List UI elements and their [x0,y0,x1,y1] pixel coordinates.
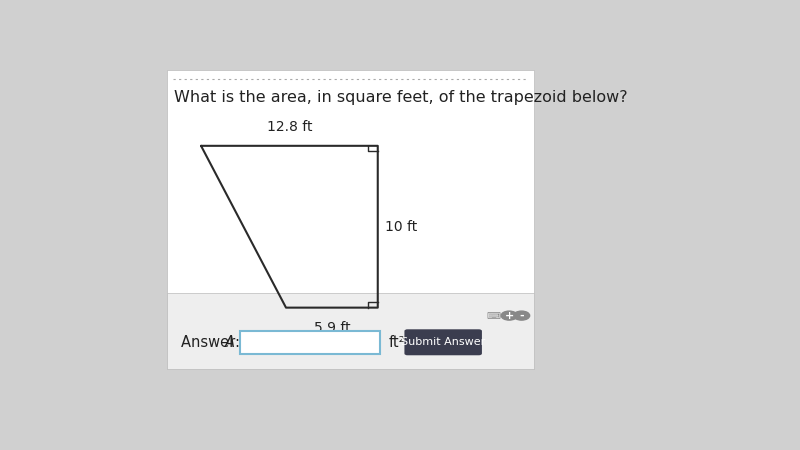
Circle shape [501,311,518,320]
FancyBboxPatch shape [405,329,482,356]
Text: -: - [519,310,524,320]
Text: Answer:: Answer: [181,335,244,350]
Text: +: + [505,310,514,320]
Text: 5.9 ft: 5.9 ft [314,321,350,336]
Text: Submit Answer: Submit Answer [401,338,486,347]
Text: ft²: ft² [389,335,406,350]
Circle shape [514,311,530,320]
Text: What is the area, in square feet, of the trapezoid below?: What is the area, in square feet, of the… [174,90,628,105]
Text: 10 ft: 10 ft [386,220,418,234]
Bar [167,70,534,369]
Text: ⌨: ⌨ [486,310,501,320]
Text: 12.8 ft: 12.8 ft [266,120,312,134]
Text: $A$ =: $A$ = [224,334,252,350]
Bar [167,293,534,369]
Bar [240,331,380,354]
